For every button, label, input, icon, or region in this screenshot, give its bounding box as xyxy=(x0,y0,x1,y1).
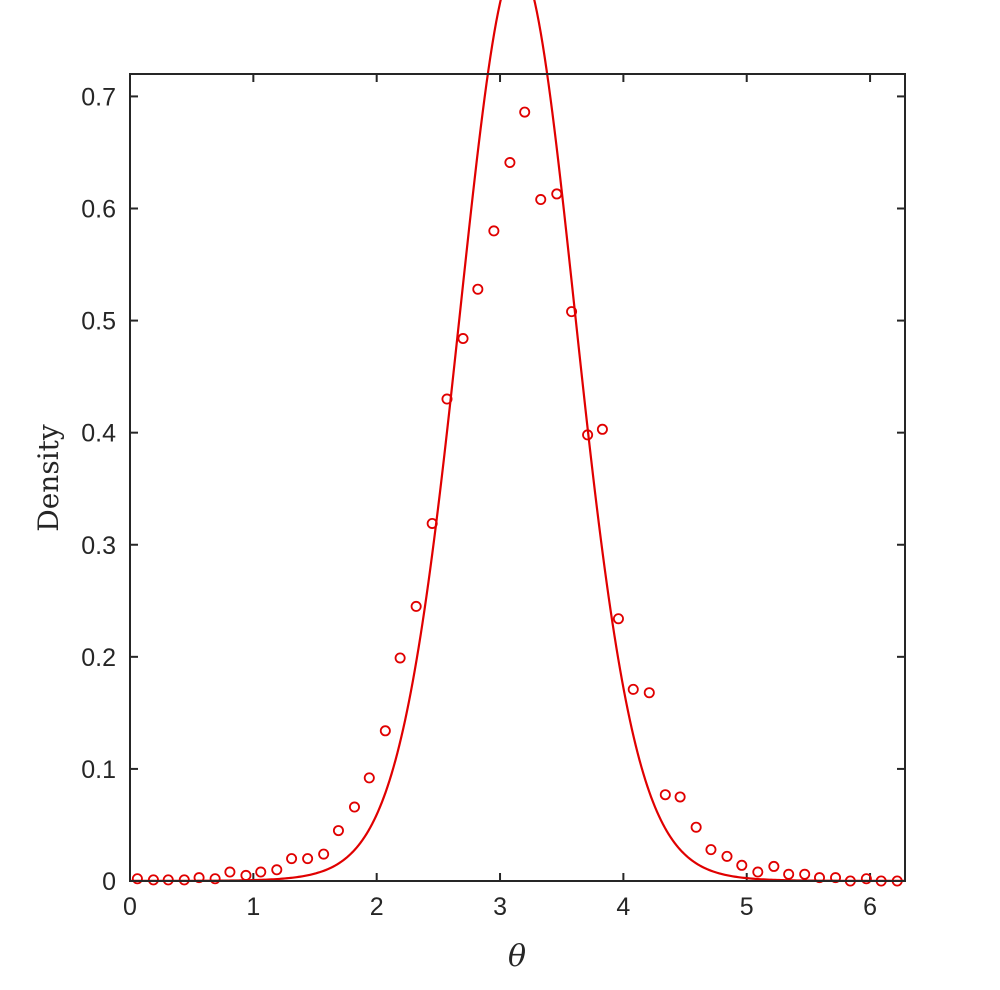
data-point xyxy=(472,283,484,295)
x-tick-label: 4 xyxy=(616,893,630,921)
fitted-density-line xyxy=(130,0,905,882)
x-tick-label: 6 xyxy=(863,893,877,921)
y-tick-labels: 0 0.1 0.2 0.3 0.4 0.5 0.6 0.7 xyxy=(81,83,116,896)
data-point xyxy=(627,683,639,695)
y-tick-label: 0.2 xyxy=(81,644,116,672)
data-point xyxy=(240,869,252,881)
data-point xyxy=(596,423,608,435)
data-point xyxy=(348,801,360,813)
plot-area xyxy=(130,0,905,887)
y-tick-label: 0.1 xyxy=(81,756,116,784)
y-tick-label: 0.4 xyxy=(81,420,116,448)
data-point xyxy=(394,652,406,664)
data-point xyxy=(193,872,205,884)
x-axis-label: θ xyxy=(508,939,526,974)
data-point xyxy=(302,853,314,865)
data-point xyxy=(488,225,500,237)
data-point xyxy=(178,874,190,886)
data-point xyxy=(255,866,267,878)
axes-box xyxy=(129,73,906,882)
data-point xyxy=(286,853,298,865)
data-point xyxy=(768,860,780,872)
data-point xyxy=(271,864,283,876)
data-point xyxy=(410,600,422,612)
data-point xyxy=(752,866,764,878)
data-point xyxy=(332,825,344,837)
data-point xyxy=(799,868,811,880)
data-point xyxy=(705,844,717,856)
y-axis-label: Density xyxy=(32,424,65,532)
data-point xyxy=(674,791,686,803)
data-point xyxy=(131,873,143,885)
data-point xyxy=(318,848,330,860)
data-point xyxy=(783,868,795,880)
data-point xyxy=(441,393,453,405)
data-point xyxy=(582,429,594,441)
data-point xyxy=(162,874,174,886)
data-point xyxy=(379,725,391,737)
data-point xyxy=(659,789,671,801)
data-point xyxy=(224,866,236,878)
x-tick-label: 3 xyxy=(493,893,507,921)
y-tick-label: 0.3 xyxy=(81,532,116,560)
x-tick-label: 0 xyxy=(123,893,137,921)
data-point xyxy=(860,873,872,885)
data-point xyxy=(612,613,624,625)
data-point xyxy=(813,872,825,884)
data-point xyxy=(566,306,578,318)
data-point xyxy=(519,106,531,118)
data-point xyxy=(363,772,375,784)
x-tick-label: 5 xyxy=(740,893,754,921)
data-point xyxy=(830,872,842,884)
y-tick-label: 0 xyxy=(102,868,116,896)
data-point xyxy=(147,874,159,886)
data-point xyxy=(551,188,563,200)
data-point xyxy=(504,157,516,169)
x-tick-labels: 0 1 2 3 4 5 6 xyxy=(123,893,877,921)
y-tick-label: 0.7 xyxy=(81,83,116,111)
data-point xyxy=(736,859,748,871)
data-point xyxy=(643,687,655,699)
x-tick-label: 2 xyxy=(370,893,384,921)
data-point xyxy=(535,194,547,206)
data-point xyxy=(690,821,702,833)
y-tick-label: 0.6 xyxy=(81,196,116,224)
x-tick-label: 1 xyxy=(246,893,260,921)
y-tick-label: 0.5 xyxy=(81,308,116,336)
data-point xyxy=(209,873,221,885)
data-point xyxy=(426,517,438,529)
data-point xyxy=(457,333,469,345)
data-point xyxy=(721,850,733,862)
